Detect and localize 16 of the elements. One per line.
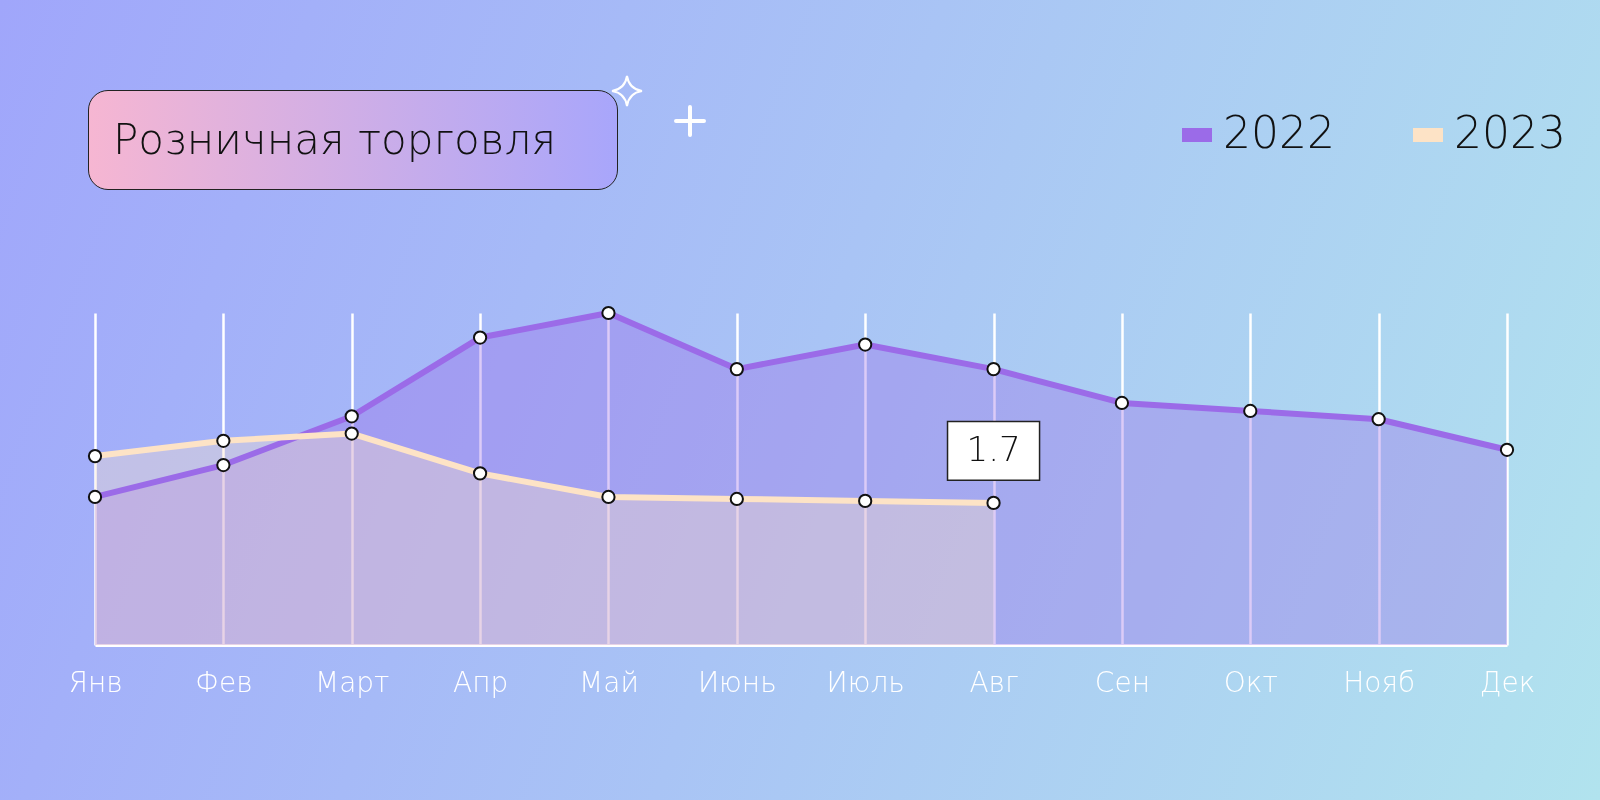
- legend-label: 2023: [1454, 107, 1566, 158]
- x-tick-label: Окт: [1223, 665, 1278, 699]
- x-tick-label: Дек: [1479, 665, 1536, 699]
- x-tick-label: Нояб: [1343, 665, 1416, 699]
- x-tick-label: Март: [314, 665, 390, 699]
- x-tick-label: Янв: [68, 665, 123, 699]
- x-tick-label: Сен: [1094, 665, 1150, 699]
- x-tick-label: Фев: [195, 665, 253, 699]
- legend-label: 2022: [1223, 107, 1335, 158]
- x-tick-label: Июль: [826, 665, 905, 699]
- chart-title: Розничная торговля: [88, 90, 618, 190]
- x-tick-label: Авг: [969, 665, 1019, 699]
- x-tick-label: Май: [579, 665, 639, 699]
- annotation: 1.7: [966, 428, 1021, 469]
- x-tick-label: Апр: [452, 665, 509, 699]
- x-tick-label: Июнь: [697, 665, 777, 699]
